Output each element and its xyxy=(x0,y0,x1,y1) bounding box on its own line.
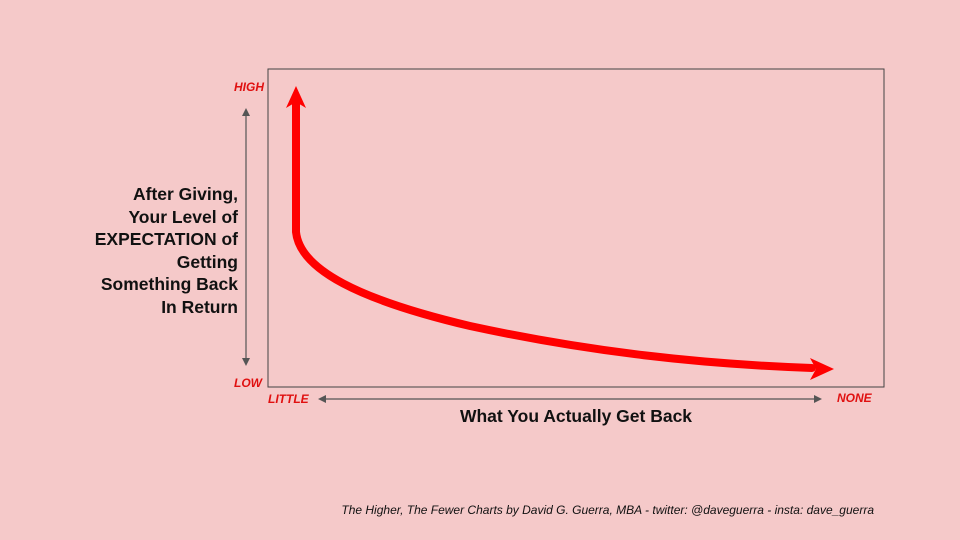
curve-arrowhead-up xyxy=(286,86,306,108)
plot-frame xyxy=(267,68,885,388)
x-axis-title: What You Actually Get Back xyxy=(459,406,693,426)
expectation-curve xyxy=(292,100,816,372)
y-high-label: HIGH xyxy=(234,80,264,94)
y-low-label: LOW xyxy=(234,376,262,390)
x-end-label: NONE xyxy=(837,391,872,405)
x-start-label: LITTLE xyxy=(268,392,309,406)
footer-credit: The Higher, The Fewer Charts by David G.… xyxy=(341,503,874,517)
y-axis-title: After Giving, Your Level of EXPECTATION … xyxy=(94,184,238,317)
curve-arrowhead-right xyxy=(810,358,834,380)
